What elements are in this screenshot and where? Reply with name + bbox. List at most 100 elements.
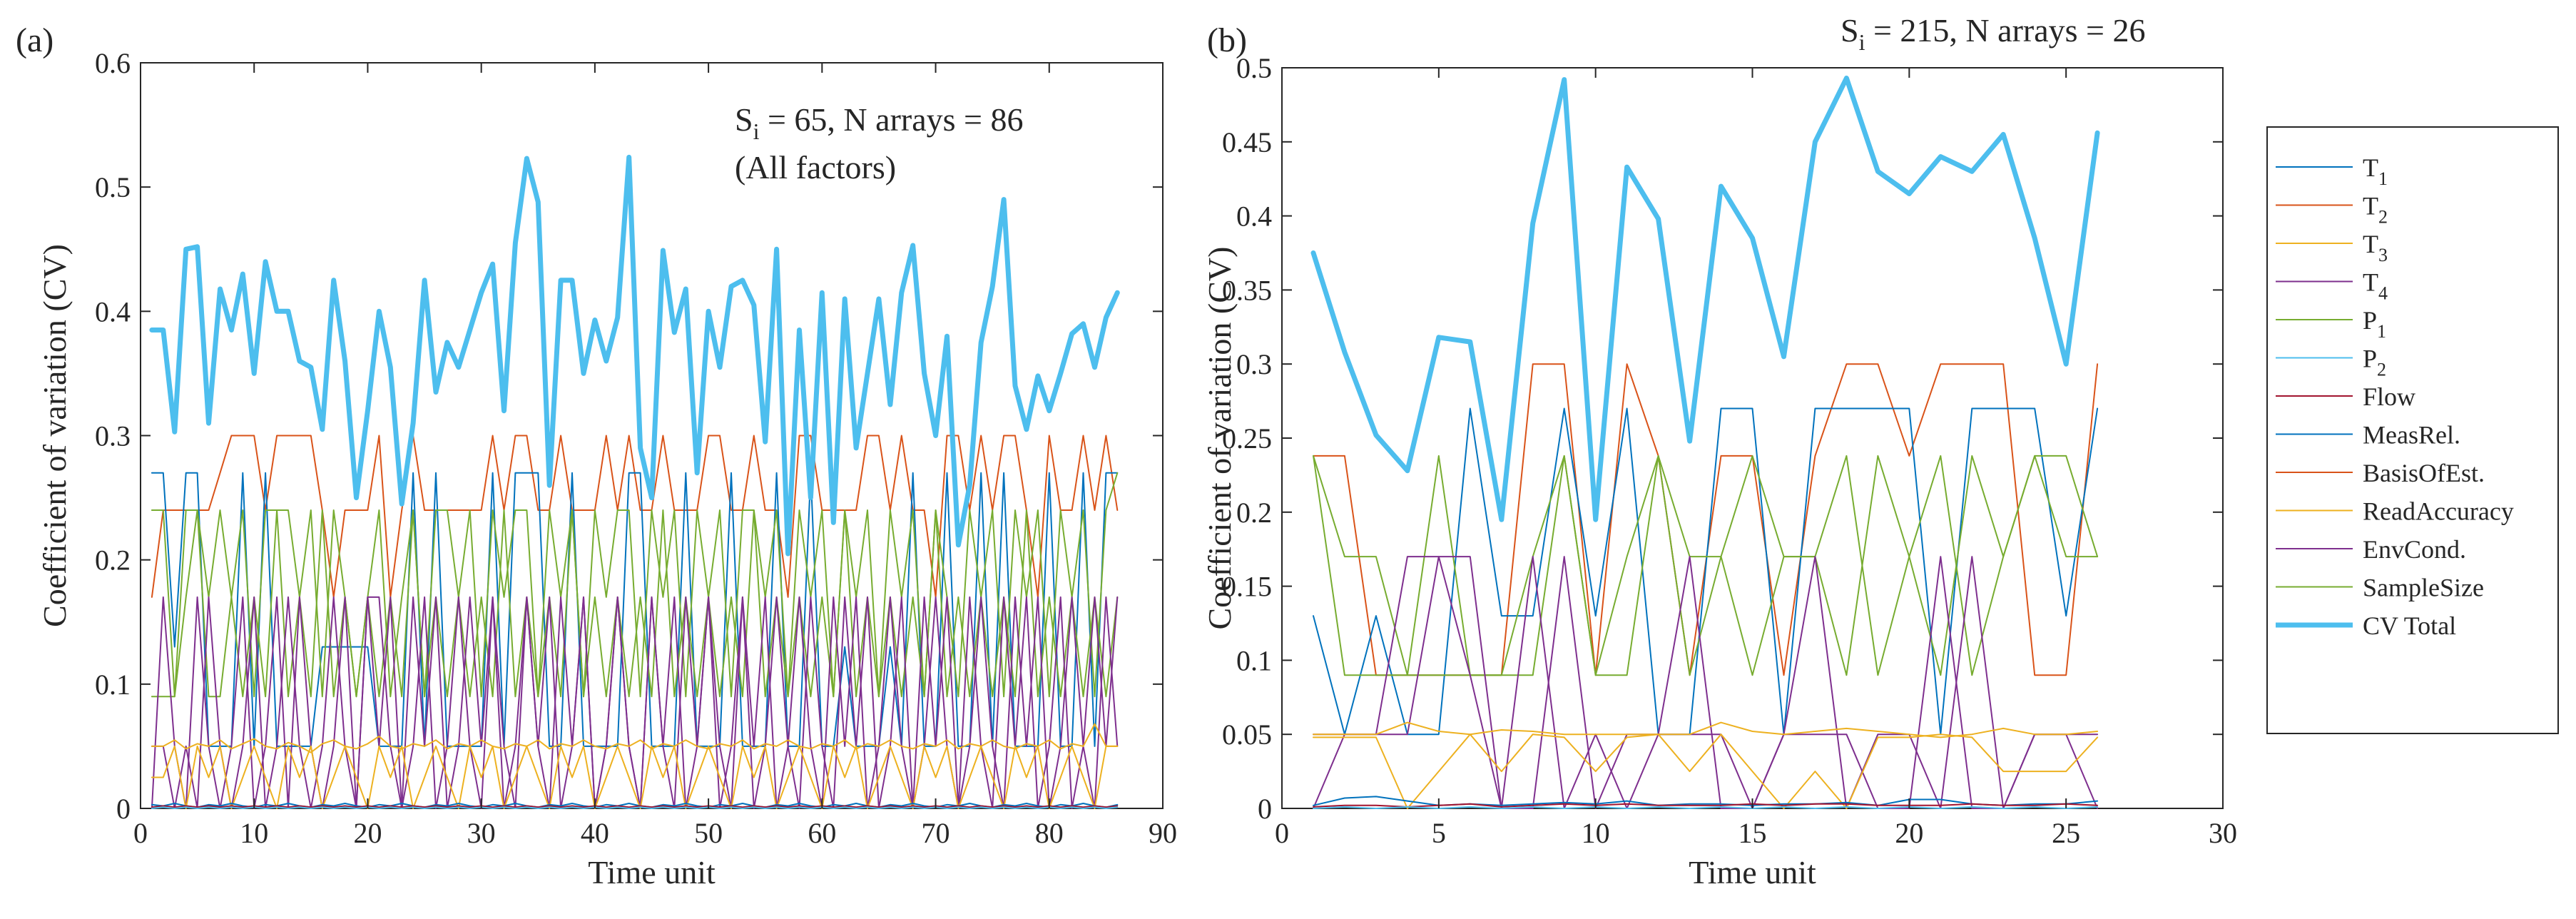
- legend-label-readaccuracy: ReadAccuracy: [2363, 497, 2514, 526]
- legend-label-measrel: MeasRel.: [2363, 421, 2460, 450]
- y-tick-label: 0.45: [1222, 126, 1272, 158]
- series-line-cvtotal: [149, 154, 1120, 557]
- legend-label-base: T: [2363, 268, 2378, 297]
- legend-box: [2266, 126, 2559, 734]
- series-line-p1: [1313, 455, 2099, 676]
- y-axis-label: Coefficient of variation (CV): [1201, 247, 1238, 630]
- legend-label-p2: P2: [2363, 345, 2386, 380]
- series-group: [1310, 76, 2100, 809]
- series-line-cvtotal: [1310, 76, 2100, 522]
- y-tick-label: 0.3: [1236, 348, 1272, 380]
- annotation-rest: = 65, N arrays = 86: [759, 101, 1023, 138]
- y-tick-label: 0: [1258, 793, 1272, 825]
- y-tick-label: 0.2: [1236, 497, 1272, 529]
- series-line-envcond: [1313, 556, 2099, 809]
- x-tick-label: 0: [1275, 817, 1289, 849]
- series-group: [149, 154, 1120, 809]
- panel-label: (b): [1207, 21, 1247, 59]
- series-line-p2: [151, 806, 1119, 809]
- x-tick-label: 25: [2052, 817, 2080, 849]
- legend-label-base: SampleSize: [2363, 574, 2484, 602]
- legend-label-base: T: [2363, 153, 2378, 182]
- x-tick-label: 10: [240, 817, 268, 849]
- series-line-measrel: [1313, 407, 2099, 736]
- x-axis-label: Time unit: [1689, 854, 1816, 890]
- legend-label-sub: 1: [2377, 321, 2386, 342]
- y-tick-label: 0.25: [1222, 422, 1272, 455]
- y-tick-label: 0.4: [95, 295, 131, 328]
- y-tick-label: 0.5: [1236, 52, 1272, 84]
- legend-label-base: Flow: [2363, 382, 2415, 411]
- y-tick-label: 0.1: [95, 669, 131, 701]
- y-tick-label: 0.2: [95, 544, 131, 577]
- x-tick-label: 0: [133, 817, 148, 849]
- x-tick-label: 10: [1582, 817, 1610, 849]
- x-tick-label: 60: [808, 817, 836, 849]
- legend-label-cvtotal: CV Total: [2363, 611, 2456, 640]
- plot-frame: [1281, 67, 2224, 809]
- x-axis-label: Time unit: [588, 854, 716, 890]
- chart-panel-b: 0 5 10 15 20 25 30 0 0.05 0.1 0.15 0.2 0.25 0.3 0.35 0.…: [1201, 12, 2237, 890]
- legend-label-sub: 3: [2378, 245, 2388, 265]
- annotation-sub: i: [753, 118, 760, 144]
- legend-label-sub: 4: [2378, 283, 2388, 304]
- x-tick-label: 15: [1738, 817, 1767, 849]
- y-tick-label: 0.5: [95, 171, 131, 203]
- annotation-s: S: [1841, 12, 1859, 49]
- legend-label-sub: 2: [2378, 207, 2388, 228]
- legend-label-t3: T3: [2363, 230, 2388, 265]
- y-tick-label: 0.1: [1236, 644, 1272, 676]
- series-line-t3: [151, 723, 1119, 753]
- legend-label-base: P: [2363, 345, 2377, 373]
- legend-label-base: T: [2363, 230, 2378, 258]
- series-line-samplesize: [151, 472, 1119, 698]
- series-line-readaccuracy: [151, 745, 1119, 809]
- series-line-p2: [1313, 806, 2099, 809]
- y-tick-label: 0.3: [95, 420, 131, 452]
- legend-label-t1: T1: [2363, 153, 2388, 189]
- legend: T1T2T3T4P1P2FlowMeasRel.BasisOfEst.ReadA…: [2266, 126, 2559, 734]
- x-tick-label: 5: [1432, 817, 1446, 849]
- x-tick-label: 50: [694, 817, 723, 849]
- legend-label-base: MeasRel.: [2363, 421, 2460, 450]
- series-line-t3: [1313, 721, 2099, 738]
- legend-label-basisofest: BasisOfEst.: [2363, 459, 2485, 487]
- y-axis-label: Coefficient of variation (CV): [36, 244, 73, 627]
- series-line-readaccuracy: [1313, 733, 2099, 809]
- legend-label-base: EnvCond.: [2363, 535, 2466, 564]
- legend-label-p1: P1: [2363, 306, 2386, 342]
- legend-label-flow: Flow: [2363, 382, 2415, 411]
- x-tick-label: 30: [467, 817, 496, 849]
- panel-label: (a): [16, 21, 54, 59]
- legend-label-base: T: [2363, 192, 2378, 220]
- x-tick-label: 20: [1895, 817, 1923, 849]
- legend-label-base: ReadAccuracy: [2363, 497, 2514, 526]
- series-line-measrel: [151, 472, 1119, 747]
- x-tick-label: 80: [1035, 817, 1064, 849]
- x-tick-label: 70: [922, 817, 950, 849]
- y-tick-label: 0: [116, 793, 131, 825]
- y-tick-label: 0.15: [1222, 571, 1272, 603]
- legend-label-t2: T2: [2363, 192, 2388, 228]
- series-line-samplesize: [1313, 455, 2099, 676]
- legend-label-t4: T4: [2363, 268, 2388, 304]
- y-tick-label: 0.6: [95, 47, 131, 79]
- y-tick-label: 0.05: [1222, 719, 1272, 751]
- series-line-t4: [1313, 556, 2099, 809]
- annotation-sub: i: [1859, 29, 1865, 55]
- legend-label-sub: 2: [2377, 360, 2386, 380]
- x-tick-label: 30: [2209, 817, 2237, 849]
- annotation-line-1: Si = 65, N arrays = 86: [735, 101, 1023, 144]
- series-line-flow: [1313, 803, 2099, 808]
- legend-label-base: BasisOfEst.: [2363, 459, 2485, 487]
- x-tick-label: 20: [353, 817, 382, 849]
- x-tick-label: 40: [581, 817, 609, 849]
- annotation-rest: = 215, N arrays = 26: [1865, 12, 2145, 49]
- legend-label-envcond: EnvCond.: [2363, 535, 2466, 564]
- annotation-line-1: Si = 215, N arrays = 26: [1841, 12, 2145, 55]
- y-tick-label: 0.4: [1236, 200, 1272, 233]
- chart-panel-a: 0 10 20 30 40 50 60 70 80 90 0 0.1 0.2 0.3 0.4 0.5 0.6 Ti…: [16, 21, 1177, 890]
- annotation-line-2: (All factors): [735, 149, 896, 186]
- series-line-flow: [151, 805, 1119, 808]
